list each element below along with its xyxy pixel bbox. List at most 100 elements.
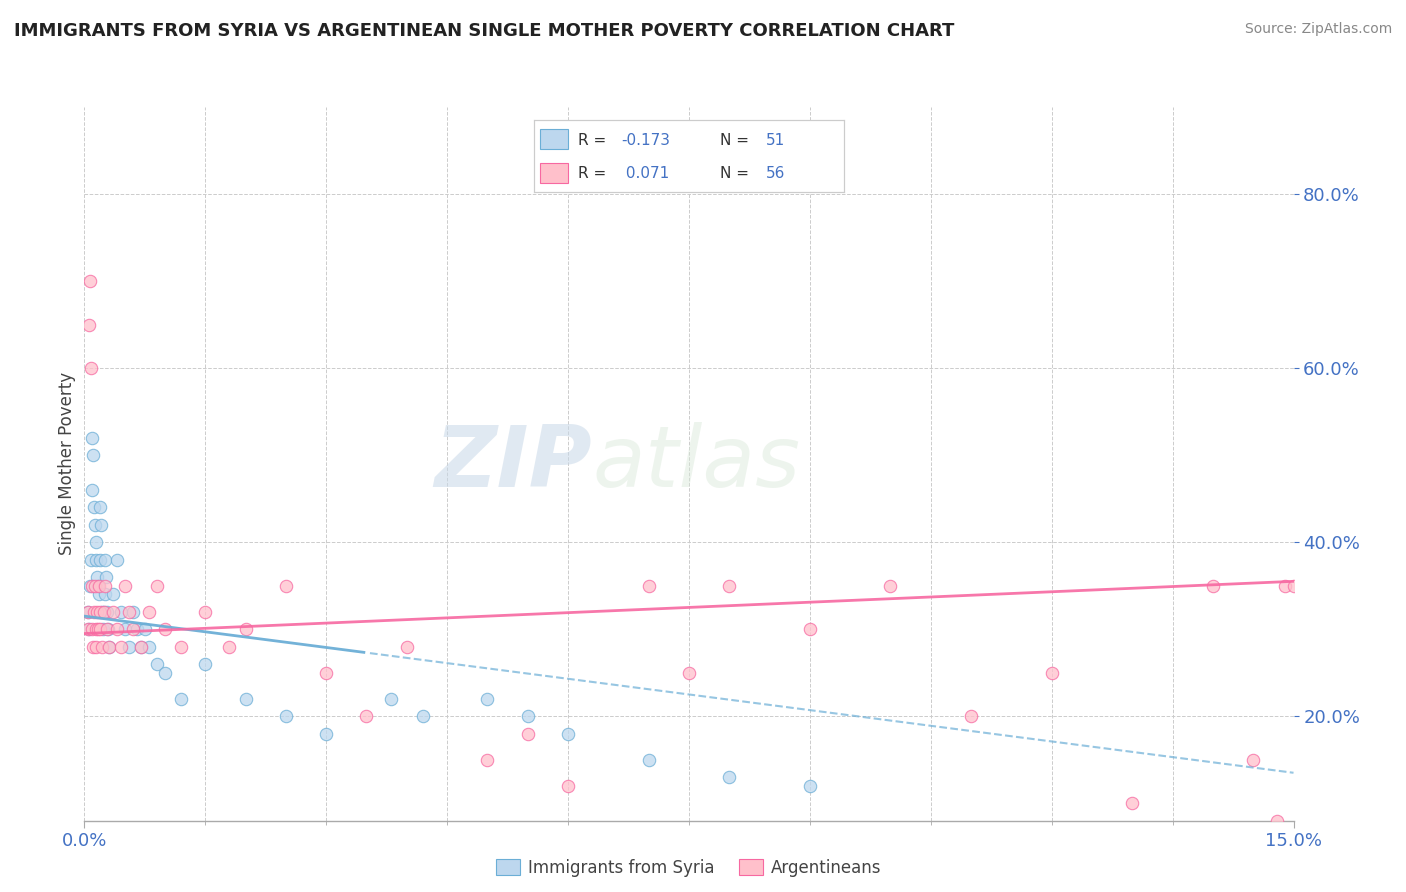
Point [97,640,120,654]
Point [84,535,107,549]
Point [93,605,115,619]
Point [82,640,104,654]
Point [89,605,111,619]
Point [90,517,112,532]
Point [114,579,136,593]
Point [799,622,821,636]
Point [125,622,148,636]
Point [97,640,120,654]
Text: -0.173: -0.173 [621,133,669,148]
Text: ZIP: ZIP [434,422,592,506]
Point [91,640,114,654]
Text: N =: N = [720,133,754,148]
Point [83,517,105,532]
Point [129,640,152,654]
Point [315,665,337,680]
Text: Source: ZipAtlas.com: Source: ZipAtlas.com [1244,22,1392,37]
Point [637,753,659,767]
Point [194,657,217,671]
Point [799,779,821,793]
Point [80,361,103,376]
Point [105,552,128,566]
Point [89,500,111,515]
Point [412,709,434,723]
Text: R =: R = [578,133,610,148]
Point [110,605,132,619]
Point [138,640,160,654]
Point [89,622,111,636]
Point [101,605,124,619]
Point [86,640,108,654]
Point [83,579,105,593]
Text: 56: 56 [766,167,786,181]
Point [637,579,659,593]
Point [194,605,217,619]
Point [79,274,101,288]
Point [114,622,136,636]
Point [557,779,579,793]
Point [93,587,115,601]
Point [105,622,128,636]
Text: 51: 51 [766,133,786,148]
Text: 0.071: 0.071 [621,167,669,181]
Point [1241,753,1264,767]
Point [879,579,901,593]
Point [146,579,169,593]
Point [516,726,538,740]
Point [96,605,118,619]
Point [96,622,118,636]
Point [94,570,117,584]
Point [101,587,124,601]
Point [86,552,108,566]
Point [395,640,418,654]
Point [678,665,700,680]
Point [1202,579,1225,593]
Point [87,587,110,601]
Point [718,770,741,784]
Point [82,483,104,497]
Point [315,726,337,740]
Point [557,726,579,740]
Point [477,753,499,767]
Point [274,579,297,593]
Point [91,605,114,619]
Point [129,640,152,654]
Point [477,691,499,706]
Point [86,605,108,619]
Point [718,579,741,593]
Point [170,691,193,706]
Point [274,709,297,723]
Point [110,640,132,654]
Point [1267,814,1289,828]
Point [80,579,103,593]
Point [1040,665,1063,680]
Point [153,665,176,680]
Point [170,640,193,654]
Point [235,691,257,706]
Point [235,622,257,636]
Point [80,431,103,445]
Point [380,691,402,706]
Point [79,579,101,593]
Bar [540,129,568,149]
Point [121,605,143,619]
Point [1274,579,1296,593]
Point [94,579,117,593]
Point [77,622,100,636]
Point [82,622,104,636]
Point [84,622,107,636]
Text: N =: N = [720,167,754,181]
Legend: Immigrants from Syria, Argentineans: Immigrants from Syria, Argentineans [489,853,889,884]
Point [87,579,110,593]
Point [83,500,105,515]
Point [960,709,983,723]
Text: R =: R = [578,167,610,181]
Y-axis label: Single Mother Poverty: Single Mother Poverty [58,372,76,556]
Point [83,605,105,619]
Bar [540,162,568,183]
Point [138,605,160,619]
Point [91,622,114,636]
Point [86,570,108,584]
Point [1121,796,1143,810]
Point [82,448,104,462]
